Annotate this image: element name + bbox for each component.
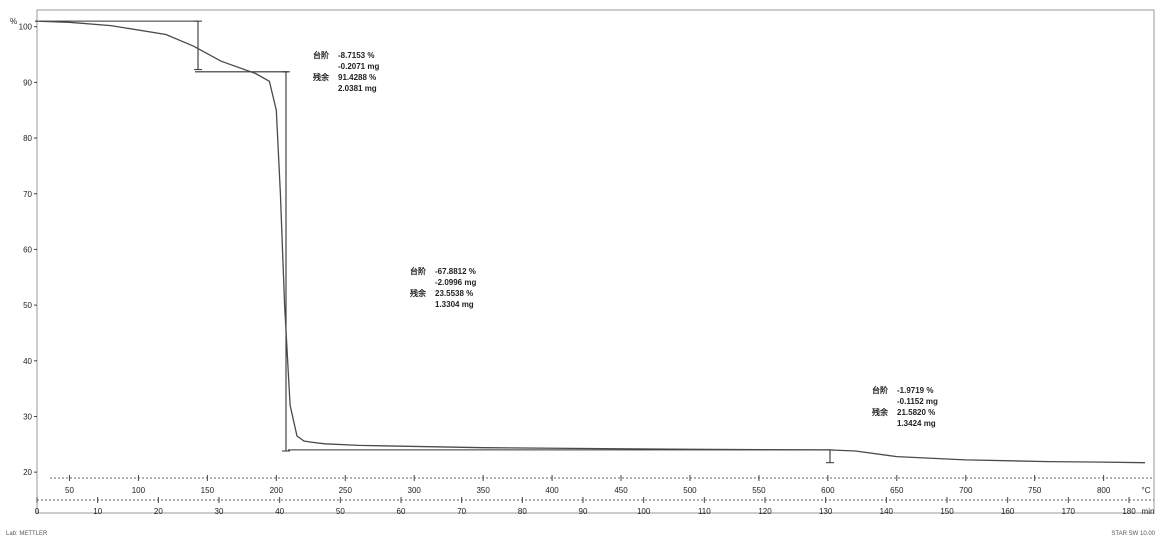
time-tick-label: 90 (579, 507, 588, 516)
y-tick-label: 90 (23, 78, 32, 87)
annotation-label: 台阶 (313, 50, 329, 60)
temperature-tick-label: 650 (890, 486, 904, 495)
temperature-tick-label: 250 (339, 486, 353, 495)
y-tick-label: 60 (23, 245, 32, 254)
annotation-value: -0.2071 mg (338, 62, 379, 71)
time-unit-label: min (1142, 507, 1155, 516)
temperature-tick-label: 600 (821, 486, 835, 495)
temperature-tick-label: 50 (65, 486, 74, 495)
time-tick-label: 170 (1062, 507, 1076, 516)
annotation-value: 1.3424 mg (897, 419, 936, 428)
series-layer (34, 20, 1146, 464)
step-marker-lines (40, 20, 834, 464)
time-axis: 0 10 20 30 40 50 60 70 80 90 100 110 120 130 140 150 160… (35, 497, 1155, 516)
time-tick-label: 50 (336, 507, 345, 516)
y-tick-label: 20 (23, 468, 32, 477)
footer-left: Lab: METTLER (6, 531, 48, 537)
temperature-tick-label: 100 (132, 486, 146, 495)
temperature-tick-label: 750 (1028, 486, 1042, 495)
y-tick-label: 100 (19, 23, 33, 32)
annotation-label: 台阶 (410, 266, 426, 276)
annotation-value: -67.8812 % (435, 267, 476, 276)
time-tick-label: 20 (154, 507, 163, 516)
y-tick-label: 30 (23, 412, 32, 421)
temperature-unit-label: °C (1142, 486, 1151, 495)
annotation-value: 21.5820 % (897, 408, 935, 417)
temperature-tick-label: 500 (683, 486, 697, 495)
y-tick-label: 80 (23, 134, 32, 143)
time-tick-label: 80 (518, 507, 527, 516)
tga-curve (34, 20, 1146, 464)
time-tick-label: 10 (93, 507, 102, 516)
footer-right: STAR SW 10.00 (1111, 531, 1155, 537)
annotation-value: 23.5538 % (435, 289, 473, 298)
annotation-value: -0.1152 mg (897, 397, 938, 406)
annotation-value: 2.0381 mg (338, 84, 377, 93)
annotation-label: 残余 (313, 72, 330, 82)
time-tick-label: 150 (940, 507, 954, 516)
annotation-value: -8.7153 % (338, 51, 374, 60)
temperature-tick-label: 150 (201, 486, 215, 495)
y-tick-label: 50 (23, 301, 32, 310)
temperature-tick-label: 800 (1097, 486, 1111, 495)
time-tick-label: 120 (758, 507, 772, 516)
temperature-tick-label: 300 (408, 486, 422, 495)
time-tick-label: 0 (35, 507, 40, 516)
temperature-tick-label: 700 (959, 486, 973, 495)
annotation-value: -1.9719 % (897, 386, 933, 395)
time-tick-label: 180 (1122, 507, 1136, 516)
time-tick-label: 60 (397, 507, 406, 516)
annotation-value: 1.3304 mg (435, 300, 474, 309)
temperature-tick-label: 350 (476, 486, 490, 495)
annotation-label: 残余 (872, 407, 889, 417)
temperature-axis: 50 100 150 200 250 300 350 400 450 500 550 600 650 70… (50, 475, 1154, 495)
annotation-label: 残余 (410, 288, 427, 298)
annotation-label: 台阶 (872, 385, 888, 395)
time-tick-label: 40 (275, 507, 284, 516)
time-tick-label: 140 (880, 507, 894, 516)
time-tick-label: 100 (637, 507, 651, 516)
annotation-value: 91.4288 % (338, 73, 376, 82)
time-tick-label: 130 (819, 507, 833, 516)
temperature-tick-label: 450 (614, 486, 628, 495)
temperature-tick-label: 200 (270, 486, 284, 495)
y-unit-label: % (10, 17, 17, 26)
time-tick-label: 30 (215, 507, 224, 516)
y-tick-label: 70 (23, 190, 32, 199)
y-tick-label: 40 (23, 357, 32, 366)
annotation-value: -2.0996 mg (435, 278, 476, 287)
plot-frame (36, 9, 1155, 514)
temperature-tick-label: 550 (752, 486, 766, 495)
time-tick-label: 160 (1001, 507, 1015, 516)
y-axis: 20 30 40 50 60 70 80 90 100 (19, 23, 37, 477)
time-tick-label: 110 (698, 507, 711, 516)
temperature-tick-label: 400 (545, 486, 559, 495)
time-tick-label: 70 (457, 507, 466, 516)
